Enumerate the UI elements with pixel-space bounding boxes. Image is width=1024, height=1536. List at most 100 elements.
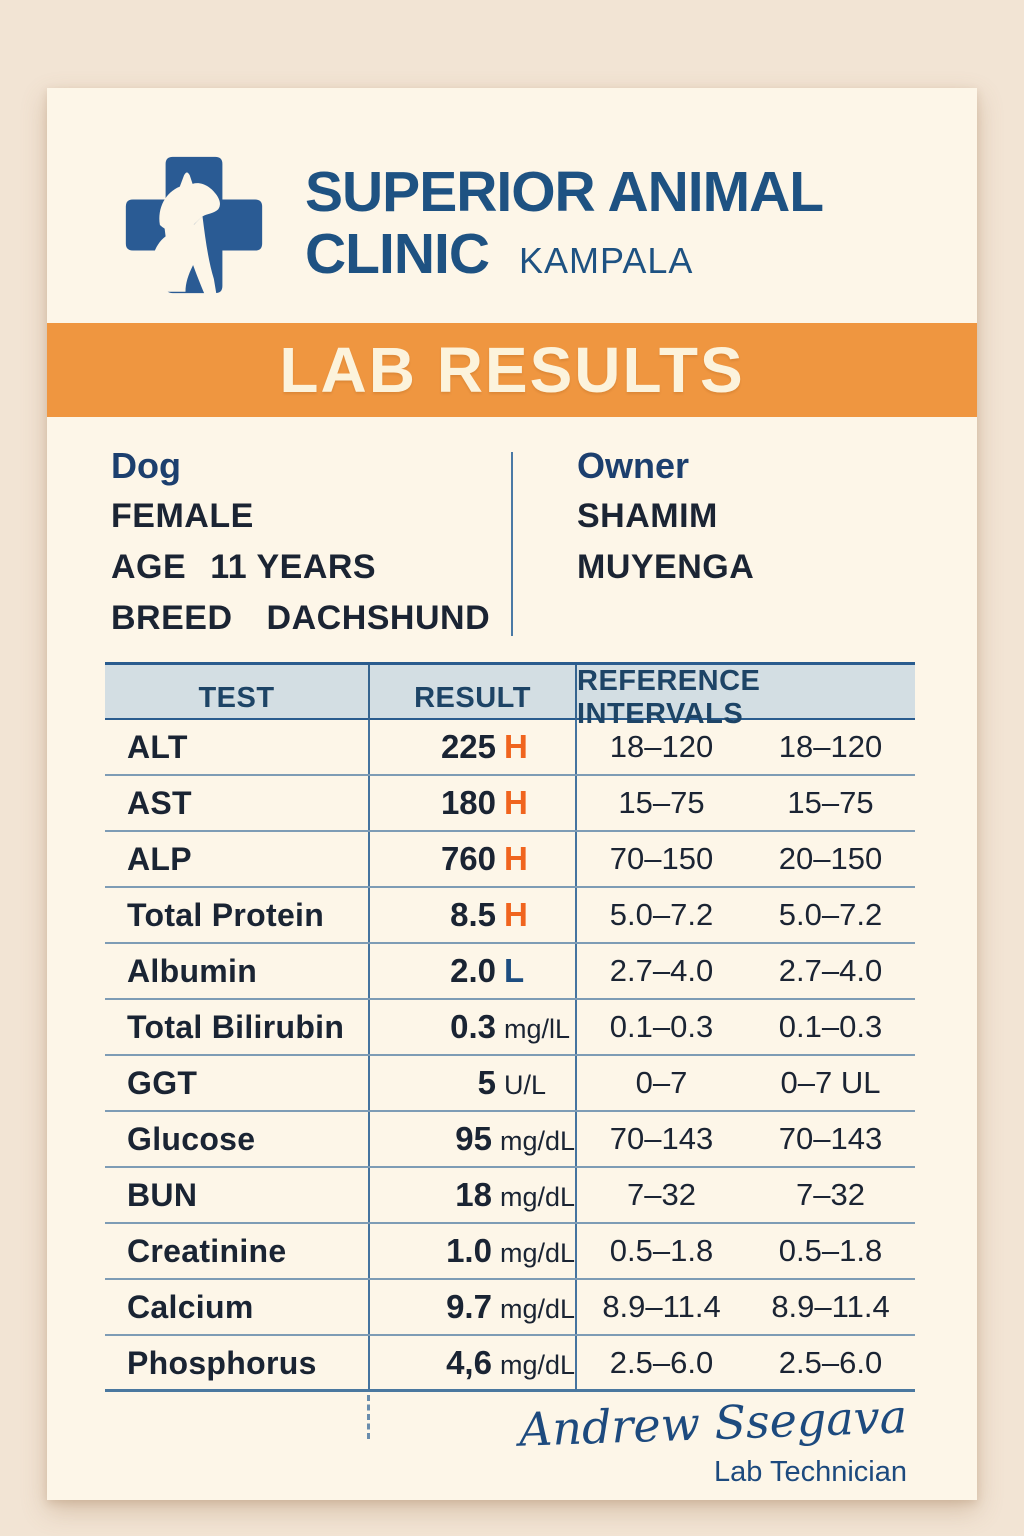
result-suffix: mg/dL (499, 1126, 575, 1156)
result-suffix: mg/dL (499, 1350, 575, 1380)
result-suffix: mg/dL (499, 1294, 575, 1324)
reference-interval-1: 2.5–6.0 (609, 1345, 714, 1380)
reference-interval-1: 18–120 (609, 729, 714, 764)
reference-cell: 0.5–1.8 0.5–1.8 (577, 1224, 915, 1278)
result-value: 95 (455, 1120, 492, 1157)
reference-interval-1: 0–7 (635, 1065, 688, 1100)
test-name: ALP (127, 841, 192, 877)
reference-cell: 2.5–6.0 2.5–6.0 (577, 1336, 915, 1390)
reference-interval-1: 2.7–4.0 (609, 953, 714, 988)
reference-interval-1: 0.1–0.3 (609, 1009, 714, 1044)
reference-interval-2: 15–75 (787, 785, 874, 820)
reference-interval-2: 2.7–4.0 (778, 953, 883, 988)
result-value: 5 (477, 1064, 496, 1101)
reference-cell: 0.1–0.3 0.1–0.3 (577, 1000, 915, 1054)
reference-interval-1: 7–32 (627, 1177, 696, 1212)
result-value: 760 (440, 840, 496, 877)
result-value: 18 (455, 1176, 492, 1213)
patient-owner-divider (511, 452, 513, 636)
reference-interval-2: 8.9–11.4 (771, 1289, 890, 1324)
reference-cell: 70–143 70–143 (577, 1112, 915, 1166)
table-row: ALT 225 H 18–120 18–120 (105, 720, 915, 776)
species-label: Dog (111, 444, 181, 486)
reference-interval-2: 20–150 (778, 841, 883, 876)
result-cell: 760 H (368, 832, 577, 886)
result-cell: 180 H (368, 776, 577, 830)
reference-interval-1: 70–143 (609, 1121, 714, 1156)
table-row: GGT 5 U/L 0–7 0–7 UL (105, 1056, 915, 1112)
table-row: BUN 18 mg/dL 7–32 7–32 (105, 1168, 915, 1224)
reference-interval-2: 0–7 UL (780, 1065, 881, 1100)
test-name: Total Protein (127, 897, 325, 933)
reference-cell: 70–150 20–150 (577, 832, 915, 886)
result-value: 4,6 (446, 1344, 492, 1381)
table-column-dashed-line (367, 1395, 370, 1439)
reference-interval-1: 70–150 (609, 841, 714, 876)
result-value: 9.7 (446, 1288, 492, 1325)
age-value: 11 YEARS (210, 548, 377, 586)
test-name: Calcium (127, 1289, 254, 1325)
lab-results-banner: LAB RESULTS (47, 323, 977, 417)
test-name: Phosphorus (127, 1345, 317, 1381)
result-suffix: U/L (504, 1070, 547, 1100)
signature-block: Andrew Ssegava Lab Technician (518, 1389, 908, 1489)
result-cell: 9.7 mg/dL (368, 1280, 577, 1334)
result-suffix: mg/dL (499, 1238, 575, 1268)
lab-report-card: SUPERIOR ANIMAL CLINIC KAMPALA LAB RESUL… (47, 88, 977, 1500)
age-label: AGE (111, 548, 187, 586)
result-cell: 95 mg/dL (368, 1112, 577, 1166)
result-suffix: H (504, 840, 528, 877)
lab-table-body: ALT 225 H 18–120 18–120 AST 180 H 15–75 … (105, 720, 915, 1392)
clinic-name-line2: CLINIC (305, 222, 490, 286)
reference-interval-2: 2.5–6.0 (778, 1345, 883, 1380)
lab-results-table: TEST RESULT REFERENCE INTERVALS ALT 225 … (105, 662, 915, 1392)
breed-label: BREED (111, 599, 233, 637)
column-header-test: TEST (198, 681, 275, 714)
clinic-title-block: SUPERIOR ANIMAL CLINIC KAMPALA (305, 162, 824, 286)
reference-interval-1: 0.5–1.8 (609, 1233, 714, 1268)
banner-title: LAB RESULTS (279, 334, 745, 406)
table-header-row: TEST RESULT REFERENCE INTERVALS (105, 662, 915, 731)
result-value: 225 (440, 728, 496, 765)
result-suffix: H (504, 784, 528, 821)
patient-sex: FEMALE (111, 497, 254, 535)
result-cell: 0.3 mg/lL (368, 1000, 577, 1054)
reference-cell: 5.0–7.2 5.0–7.2 (577, 888, 915, 942)
table-row: Creatinine 1.0 mg/dL 0.5–1.8 0.5–1.8 (105, 1224, 915, 1280)
owner-first-name: SHAMIM (577, 497, 718, 535)
reference-cell: 8.9–11.4 8.9–11.4 (577, 1280, 915, 1334)
reference-cell: 15–75 15–75 (577, 776, 915, 830)
reference-interval-2: 5.0–7.2 (778, 897, 883, 932)
result-cell: 2.0 L (368, 944, 577, 998)
owner-area: MUYENGA (577, 548, 755, 586)
column-header-result: RESULT (368, 665, 577, 731)
column-header-reference: REFERENCE INTERVALS (577, 665, 761, 730)
test-name: ALT (127, 729, 188, 765)
reference-cell: 18–120 18–120 (577, 720, 915, 774)
result-value: 2.0 (450, 952, 496, 989)
owner-label: Owner (577, 444, 690, 486)
result-value: 8.5 (450, 896, 496, 933)
table-row: Total Protein 8.5 H 5.0–7.2 5.0–7.2 (105, 888, 915, 944)
reference-interval-1: 5.0–7.2 (609, 897, 714, 932)
result-suffix: L (504, 952, 525, 989)
reference-interval-1: 15–75 (618, 785, 705, 820)
table-row: Total Bilirubin 0.3 mg/lL 0.1–0.3 0.1–0.… (105, 1000, 915, 1056)
result-cell: 8.5 H (368, 888, 577, 942)
reference-cell: 2.7–4.0 2.7–4.0 (577, 944, 915, 998)
reference-interval-1: 8.9–11.4 (602, 1289, 721, 1324)
test-name: Glucose (127, 1121, 256, 1157)
result-suffix: H (504, 896, 528, 933)
test-name: Creatinine (127, 1233, 287, 1269)
owner-column: Owner SHAMIM MUYENGA (577, 440, 754, 593)
test-name: AST (127, 785, 192, 821)
result-suffix: mg/lL (504, 1014, 571, 1044)
result-cell: 225 H (368, 720, 577, 774)
result-suffix: H (504, 728, 528, 765)
result-value: 180 (440, 784, 496, 821)
test-name: GGT (127, 1065, 198, 1101)
table-row: AST 180 H 15–75 15–75 (105, 776, 915, 832)
reference-interval-2: 70–143 (778, 1121, 883, 1156)
table-row: Glucose 95 mg/dL 70–143 70–143 (105, 1112, 915, 1168)
table-row: ALP 760 H 70–150 20–150 (105, 832, 915, 888)
